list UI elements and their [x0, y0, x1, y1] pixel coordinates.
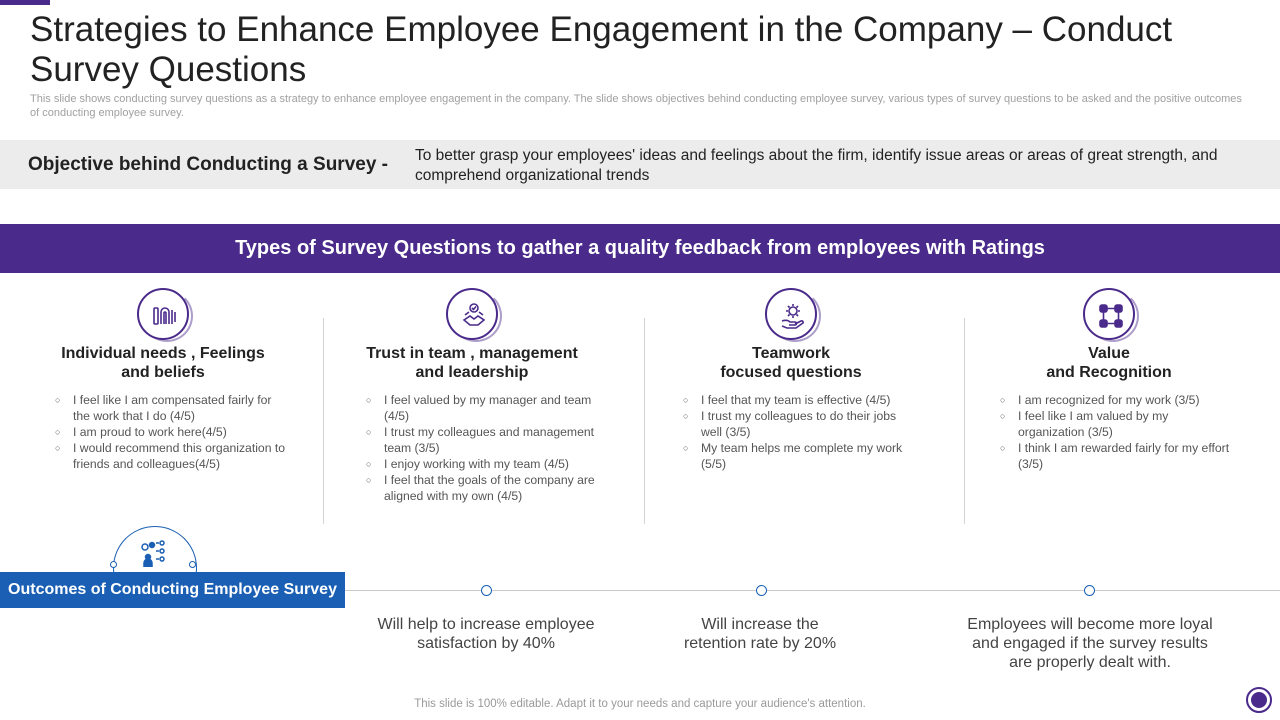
column-divider — [644, 318, 645, 524]
column-heading-line2: and Recognition — [1046, 364, 1172, 381]
objective-label: Objective behind Conducting a Survey - — [28, 154, 388, 175]
list-item: I feel that the goals of the company are… — [366, 472, 598, 504]
list-item: I trust my colleagues and management tea… — [366, 424, 598, 456]
list-item: I think I am rewarded fairly for my effo… — [1000, 440, 1230, 472]
column-heading: Teamwork — [752, 345, 830, 362]
outcomes-timeline — [345, 590, 1280, 591]
list-item: I am proud to work here(4/5) — [55, 424, 287, 440]
column-heading: Value — [1088, 345, 1130, 362]
column-divider — [964, 318, 965, 524]
list-item: I enjoy working with my team (4/5) — [366, 456, 598, 472]
handshake-trust-icon — [446, 288, 498, 340]
survey-column-individual-needs: Individual needs , Feelings and beliefs … — [3, 288, 323, 472]
recognition-nodes-icon — [1083, 288, 1135, 340]
team-analytics-icon — [110, 526, 197, 610]
column-heading-line2: and leadership — [415, 364, 529, 381]
column-heading-line2: focused questions — [720, 364, 862, 381]
timeline-node — [756, 585, 767, 596]
list-item: I am recognized for my work (3/5) — [1000, 392, 1230, 408]
survey-types-banner: Types of Survey Questions to gather a qu… — [0, 224, 1280, 273]
objective-bar: Objective behind Conducting a Survey - T… — [0, 140, 1280, 189]
outcomes-label: Outcomes of Conducting Employee Survey — [0, 572, 345, 608]
column-divider — [323, 318, 324, 524]
list-item: I would recommend this organization to f… — [55, 440, 287, 472]
fingerprint-icon — [137, 288, 189, 340]
outcome-item: Employees will become more loyal and eng… — [967, 616, 1213, 671]
column-heading: Trust in team , management — [366, 345, 578, 362]
brand-logo-icon — [1246, 687, 1272, 713]
list-item: My team helps me complete my work (5/5) — [683, 440, 915, 472]
timeline-node — [1084, 585, 1095, 596]
list-item: I trust my colleagues to do their jobs w… — [683, 408, 915, 440]
list-item: I feel valued by my manager and team (4/… — [366, 392, 598, 424]
page-title: Strategies to Enhance Employee Engagemen… — [30, 10, 1173, 89]
list-item: I feel like I am compensated fairly for … — [55, 392, 287, 424]
page-subtitle: This slide shows conducting survey quest… — [30, 93, 1242, 119]
list-item: I feel like I am valued by my organizati… — [1000, 408, 1230, 440]
survey-column-teamwork: Teamwork focused questions I feel that m… — [631, 288, 951, 472]
column-heading: Individual needs , Feelings — [61, 345, 265, 362]
objective-text: To better grasp your employees' ideas an… — [415, 147, 1218, 184]
column-heading-line2: and beliefs — [121, 364, 205, 381]
footer-note: This slide is 100% editable. Adapt it to… — [414, 698, 866, 710]
survey-column-trust: Trust in team , management and leadershi… — [312, 288, 632, 504]
timeline-node — [481, 585, 492, 596]
list-item: I feel that my team is effective (4/5) — [683, 392, 915, 408]
top-accent-bar — [0, 0, 50, 5]
gear-hand-icon — [765, 288, 817, 340]
outcome-item: Will increase the retention rate by 20% — [683, 616, 837, 652]
survey-column-value: Value and Recognition I am recognized fo… — [949, 288, 1269, 472]
outcome-item: Will help to increase employee satisfact… — [377, 616, 595, 652]
